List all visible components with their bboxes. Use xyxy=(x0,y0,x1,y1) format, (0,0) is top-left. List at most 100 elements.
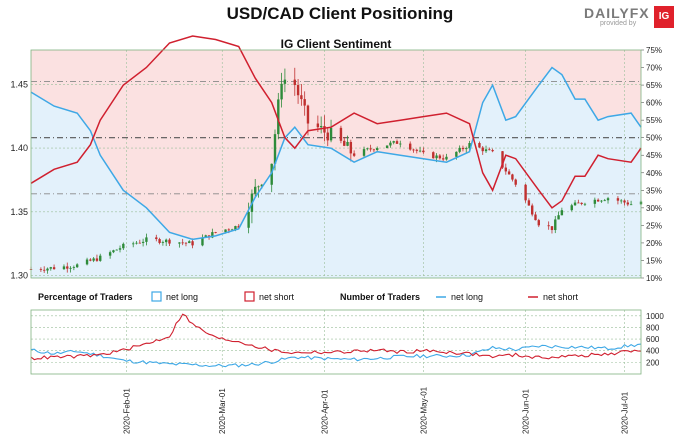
candle-body xyxy=(204,235,207,238)
candle-body xyxy=(580,202,583,204)
y-left-tick-label: 1.35 xyxy=(10,207,28,217)
candle-body xyxy=(412,149,415,151)
candle-body xyxy=(92,258,95,261)
candle-body xyxy=(115,249,118,251)
legend-pct-short-swatch xyxy=(244,291,255,302)
candle-body xyxy=(603,200,606,202)
bottom-y-tick-label: 1000 xyxy=(646,312,664,321)
candle-body xyxy=(422,150,425,153)
bottom-plot-frame xyxy=(30,309,642,375)
candle-body xyxy=(366,148,369,150)
x-tick-label: 2020-Apr-01 xyxy=(320,389,329,434)
candle-body xyxy=(392,141,395,143)
candle-body xyxy=(623,200,626,203)
y-right-tick-label: 60% xyxy=(646,99,662,108)
candle-body xyxy=(461,147,465,150)
candle-body xyxy=(352,153,356,156)
candle-body xyxy=(135,242,138,244)
candle-body xyxy=(319,126,323,128)
candle-body xyxy=(181,242,184,244)
candle-body xyxy=(132,243,135,245)
candle-body xyxy=(323,126,326,133)
y-right-tick-label: 10% xyxy=(646,274,662,283)
candle-body xyxy=(138,242,142,244)
legend-pct-long: net long xyxy=(166,292,198,302)
candle-body xyxy=(629,204,633,206)
candle-body xyxy=(95,258,99,261)
candle-body xyxy=(49,267,52,269)
candle-body xyxy=(616,198,620,201)
candle-body xyxy=(42,269,46,271)
candle-body xyxy=(583,203,587,205)
candle-body xyxy=(362,149,366,156)
candle-body xyxy=(339,127,343,141)
pct-net-short-line xyxy=(30,35,642,209)
candle-body xyxy=(395,141,399,144)
candle-body xyxy=(214,232,217,233)
candle-body xyxy=(385,145,389,149)
x-tick-label: 2020-Jul-01 xyxy=(621,391,630,434)
candle-body xyxy=(293,79,296,86)
num-net-long-line xyxy=(30,343,642,368)
y-right-tick-label: 50% xyxy=(646,134,662,143)
candle-body xyxy=(369,148,372,150)
candle-body xyxy=(600,200,603,202)
candle-body xyxy=(484,149,488,152)
candle-body xyxy=(488,149,491,151)
candle-body xyxy=(52,267,56,270)
candle-body xyxy=(435,155,438,159)
x-tick-label: 2020-Feb-01 xyxy=(123,388,132,434)
bottom-y-tick-label: 400 xyxy=(646,347,660,356)
candle-body xyxy=(178,242,181,244)
candle-body xyxy=(145,237,148,242)
candle-body xyxy=(277,99,280,135)
y-left-tick-label: 1.40 xyxy=(10,143,28,153)
candle-body xyxy=(501,151,504,168)
candle-body xyxy=(237,226,240,228)
candle-body xyxy=(89,259,92,261)
candle-body xyxy=(577,202,580,204)
pct-net-long-line xyxy=(30,66,642,241)
logo-brand: DAILYFX xyxy=(584,5,650,21)
candle-body xyxy=(530,205,534,215)
x-tick-label: 2020-Jun-01 xyxy=(522,389,531,434)
y-right-tick-label: 25% xyxy=(646,221,662,230)
candle-body xyxy=(230,229,234,231)
net-long-area xyxy=(31,67,641,278)
candle-body xyxy=(108,252,112,256)
candle-body xyxy=(527,200,531,206)
candle-body xyxy=(46,268,49,271)
chart-subtitle: IG Client Sentiment xyxy=(280,37,392,51)
candle-body xyxy=(303,99,306,106)
candle-body xyxy=(346,141,349,146)
y-right-tick-label: 15% xyxy=(646,256,662,265)
candle-body xyxy=(164,239,168,243)
candle-body xyxy=(465,148,468,150)
ig-badge-icon: IG xyxy=(654,6,674,28)
dailyfx-logo: DAILYFX provided by IG xyxy=(584,4,678,30)
legend-num-long: net long xyxy=(451,292,483,302)
legend-pct-long-swatch xyxy=(151,291,162,302)
candle-body xyxy=(620,200,623,202)
candle-body xyxy=(432,152,435,159)
candle-body xyxy=(201,237,204,246)
candle-body xyxy=(112,250,115,253)
candle-body xyxy=(158,239,161,243)
candle-body xyxy=(161,242,165,243)
y-right-tick-label: 20% xyxy=(646,239,662,248)
candle-body xyxy=(557,215,560,220)
candle-body xyxy=(75,264,79,268)
candle-body xyxy=(547,225,550,227)
y-right-tick-label: 45% xyxy=(646,151,662,160)
candle-body xyxy=(224,229,227,233)
y-right-tick-label: 65% xyxy=(646,81,662,90)
candle-body xyxy=(478,143,481,148)
candle-body xyxy=(438,155,442,159)
num-net-short-line xyxy=(30,313,642,361)
candle-body xyxy=(254,186,257,194)
chart-title: USD/CAD Client Positioning xyxy=(226,4,454,23)
candle-body xyxy=(85,259,89,265)
candle-body xyxy=(168,239,171,244)
candle-body xyxy=(99,255,102,261)
